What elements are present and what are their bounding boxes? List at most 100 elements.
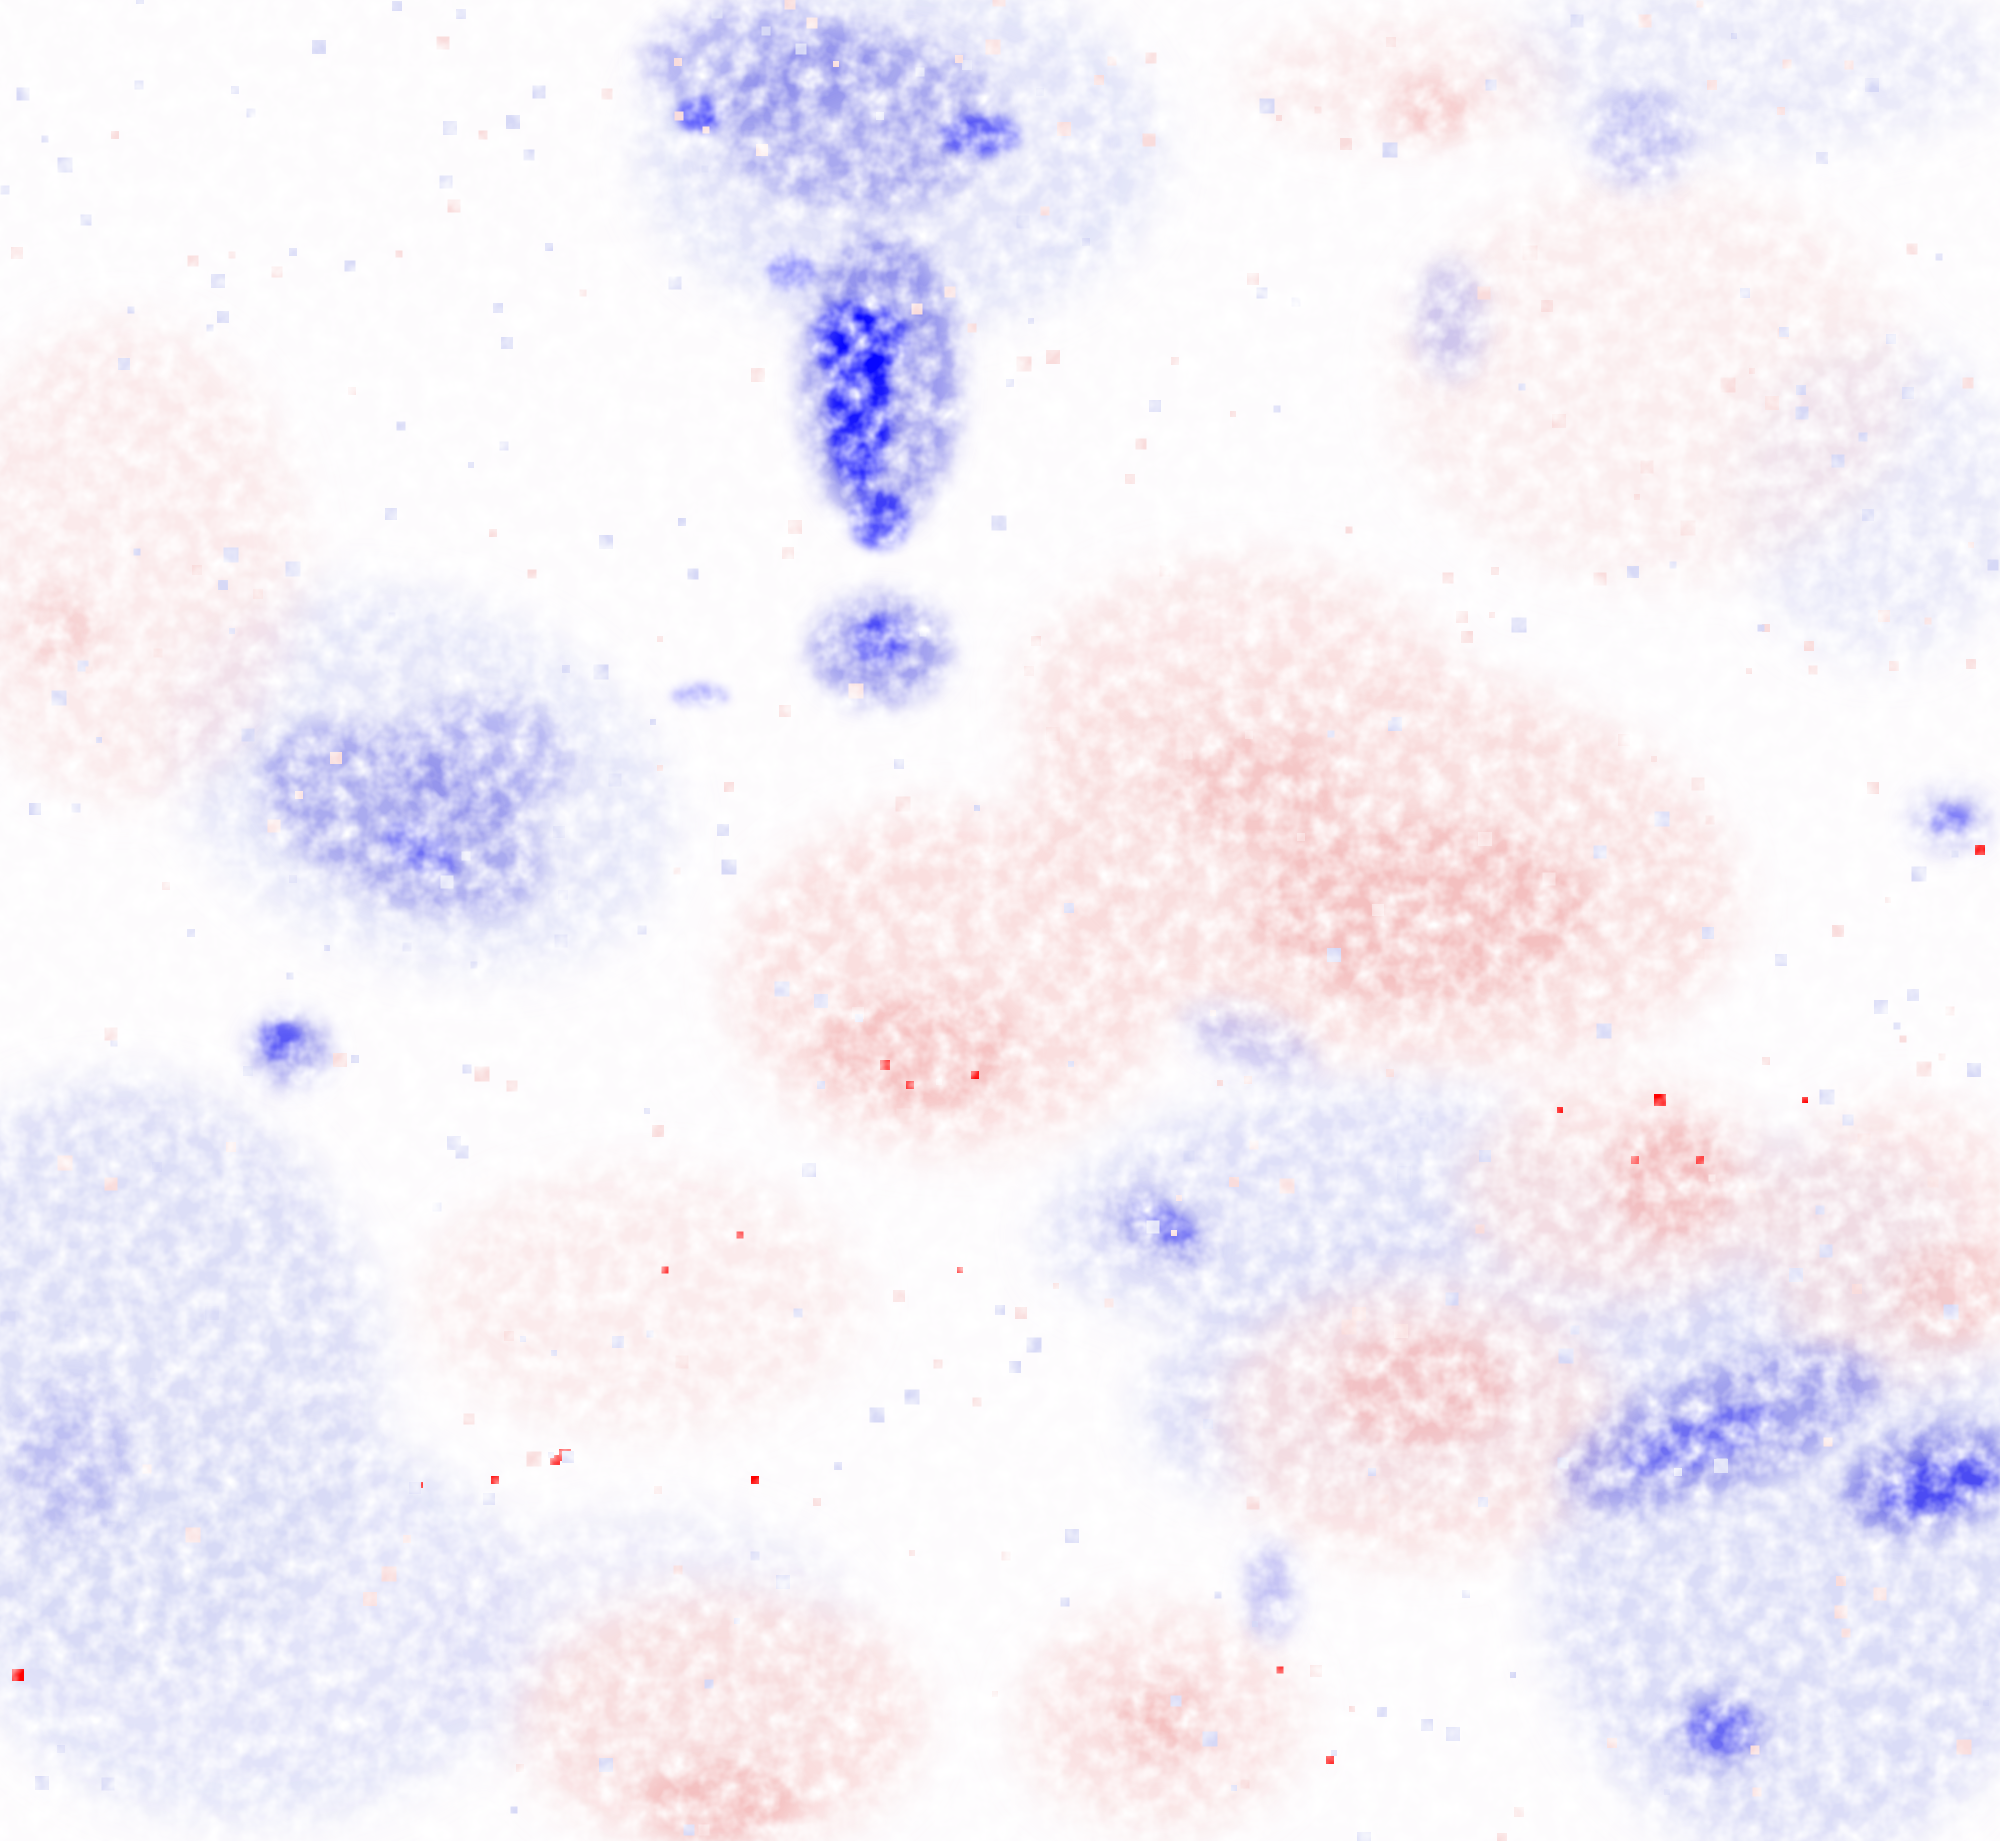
speckle <box>1962 377 1974 389</box>
speckle <box>1522 245 1538 261</box>
speckle <box>0 1311 16 1327</box>
speckle <box>893 1290 905 1302</box>
speckle <box>673 1565 683 1575</box>
speckle <box>1368 1468 1376 1476</box>
speckle <box>1834 1605 1848 1619</box>
speckle <box>570 1675 582 1687</box>
speckle <box>1202 1731 1218 1747</box>
speckle <box>1669 561 1677 569</box>
speckle <box>985 39 1001 55</box>
broad-patch <box>0 1420 530 1820</box>
speckle <box>456 9 466 19</box>
speckle <box>1331 1750 1337 1756</box>
speckle <box>1867 782 1879 794</box>
speckle <box>1702 927 1714 939</box>
speckle <box>1244 1076 1252 1084</box>
patch <box>1330 1330 1510 1450</box>
speckle <box>1779 327 1789 337</box>
speckle <box>1731 33 1737 39</box>
speckle <box>894 759 904 769</box>
speckle <box>516 1764 524 1772</box>
speckle <box>704 1679 714 1689</box>
speckle <box>896 1108 912 1124</box>
speckle <box>1397 1166 1411 1180</box>
speckle <box>1938 1053 1946 1061</box>
speckle <box>1842 1114 1854 1126</box>
speckle <box>1716 1458 1728 1470</box>
speckle <box>1009 1361 1021 1373</box>
speckle <box>654 1486 662 1494</box>
speckle <box>1171 1230 1177 1236</box>
speckle <box>1746 1183 1756 1193</box>
speckle <box>802 1163 816 1177</box>
speckle <box>562 1451 574 1463</box>
patch <box>1590 90 1690 190</box>
speckle <box>1477 286 1491 300</box>
speckle <box>1542 872 1556 886</box>
patch <box>1415 260 1485 380</box>
hot-pixel <box>751 1476 759 1484</box>
broad-patch <box>1390 180 1910 580</box>
speckle <box>1593 845 1607 859</box>
speckle <box>1065 1529 1079 1543</box>
speckle <box>0 185 10 195</box>
patch-layer <box>10 0 2000 1840</box>
speckle <box>1627 566 1639 578</box>
speckle <box>1836 1576 1846 1586</box>
patch <box>820 990 1020 1110</box>
speckle <box>1478 1497 1488 1507</box>
speckle <box>817 1081 825 1089</box>
speckle <box>674 58 682 66</box>
speckle <box>1380 709 1392 721</box>
patch <box>640 1760 800 1840</box>
speckle <box>1475 1224 1485 1234</box>
speckle <box>1708 1174 1716 1182</box>
hot-pixel <box>971 1071 979 1079</box>
speckle <box>1570 1325 1580 1335</box>
speckle <box>1852 1284 1862 1294</box>
speckle <box>228 251 236 259</box>
speckle <box>520 1336 526 1342</box>
speckle <box>253 589 263 599</box>
speckle <box>967 323 977 333</box>
speckle <box>447 199 461 213</box>
speckle <box>474 1066 490 1082</box>
speckle <box>104 1027 118 1041</box>
speckle <box>1094 75 1104 85</box>
speckle <box>1214 1591 1222 1599</box>
speckle <box>62 1652 76 1666</box>
speckle <box>11 247 23 259</box>
speckle <box>506 1080 518 1092</box>
speckle <box>1844 60 1854 70</box>
speckle <box>599 1758 613 1772</box>
speckle <box>1831 454 1845 468</box>
speckle <box>1680 520 1696 536</box>
speckle <box>64 1324 78 1338</box>
speckle <box>1442 572 1454 584</box>
speckle <box>1510 1672 1516 1678</box>
speckle <box>381 1566 397 1582</box>
speckle <box>330 752 342 764</box>
speckle <box>1183 750 1193 760</box>
speckle <box>1071 738 1085 752</box>
patch <box>640 0 880 120</box>
speckle <box>409 1482 421 1494</box>
hot-pixel <box>880 1060 890 1070</box>
speckle <box>1907 989 1919 1001</box>
speckle <box>85 666 93 674</box>
speckle <box>1382 142 1398 158</box>
speckle <box>396 421 406 431</box>
speckle <box>1596 1023 1612 1039</box>
speckle <box>1230 411 1236 417</box>
speckle <box>548 1452 554 1458</box>
speckle <box>363 1592 377 1606</box>
speckle <box>995 1305 1005 1315</box>
speckle <box>551 1350 557 1356</box>
speckle <box>243 1066 253 1076</box>
speckle <box>289 875 297 883</box>
speckle <box>1372 904 1384 916</box>
hot-pixel <box>1276 1666 1284 1674</box>
speckle <box>226 1142 236 1152</box>
speckle <box>483 1493 495 1505</box>
speckle <box>1720 377 1736 393</box>
